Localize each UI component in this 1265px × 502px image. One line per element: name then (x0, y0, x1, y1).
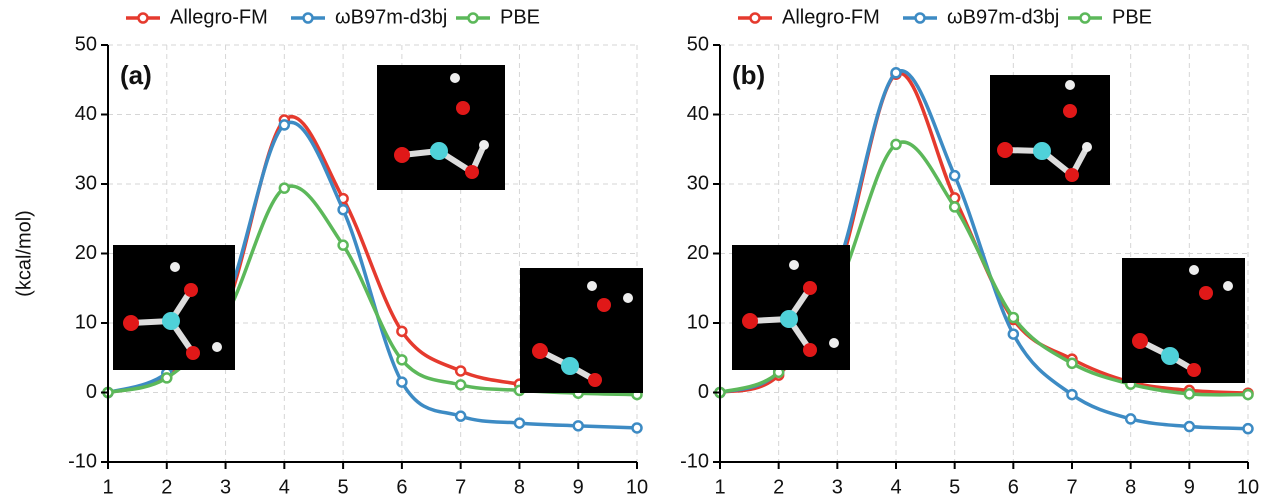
legend-marker (1079, 12, 1091, 24)
y-tick-label: 40 (687, 103, 709, 125)
point (890, 67, 902, 79)
panel-label: (a) (120, 60, 152, 90)
legend-label: ωB97m-d3bj (947, 6, 1059, 28)
y-tick-label: 10 (75, 311, 97, 333)
x-tick-label: 5 (338, 476, 349, 498)
panel-label: (b) (732, 60, 765, 90)
point (1242, 422, 1254, 435)
y-tick-label: -10 (68, 450, 97, 472)
legend-marker (467, 12, 479, 24)
y-tick-label: 30 (75, 172, 97, 194)
inset (732, 245, 850, 370)
x-tick-label: 6 (1008, 476, 1019, 498)
x-tick-label: 2 (773, 476, 784, 498)
point (948, 169, 961, 182)
point (1124, 413, 1137, 425)
legend-label: ωB97m-d3bj (335, 6, 447, 28)
y-tick-label: 0 (86, 381, 97, 403)
point (337, 203, 349, 216)
y-tick-label: 20 (687, 242, 709, 264)
point (890, 138, 902, 151)
y-tick-label: 30 (687, 172, 709, 194)
point (278, 182, 291, 194)
y-tick-label: -10 (680, 450, 709, 472)
point (631, 422, 643, 434)
point (278, 119, 291, 131)
point (161, 372, 173, 384)
legend-label: Allegro-FM (782, 6, 880, 28)
molecule-insets (113, 65, 1245, 393)
legend-marker (302, 12, 314, 24)
x-tick-label: 4 (890, 476, 901, 498)
x-tick-label: 1 (102, 476, 113, 498)
point (1183, 420, 1196, 433)
point (1007, 328, 1020, 340)
x-tick-label: 10 (1237, 476, 1259, 498)
point (454, 410, 467, 422)
point (454, 379, 467, 391)
y-axis-label: (kcal/mol) (13, 210, 35, 297)
point (454, 365, 467, 377)
x-tick-label: 9 (573, 476, 584, 498)
x-tick-label: 10 (626, 476, 648, 498)
inset (520, 268, 643, 393)
x-tick-label: 3 (832, 476, 843, 498)
x-tick-label: 3 (220, 476, 231, 498)
legend-label: PBE (1112, 6, 1152, 28)
legend-label: Allegro-FM (170, 6, 268, 28)
x-tick-label: 2 (161, 476, 172, 498)
point (396, 325, 408, 338)
x-tick-label: 6 (396, 476, 407, 498)
point (1066, 388, 1078, 401)
x-tick-label: 5 (949, 476, 960, 498)
y-tick-label: 10 (687, 311, 709, 333)
x-tick-label: 7 (1066, 476, 1077, 498)
inset (990, 75, 1110, 185)
point (1066, 357, 1078, 370)
point (1183, 388, 1196, 400)
point (513, 417, 526, 429)
y-tick-label: 20 (75, 242, 97, 264)
point (337, 239, 349, 251)
point (1007, 311, 1020, 324)
x-tick-label: 8 (1125, 476, 1136, 498)
x-tick-label: 9 (1184, 476, 1195, 498)
inset (113, 245, 235, 370)
y-tick-label: 0 (698, 381, 709, 403)
x-tick-label: 1 (714, 476, 725, 498)
point (396, 354, 408, 366)
legend-marker (749, 12, 761, 24)
y-tick-label: 40 (75, 103, 97, 125)
x-tick-label: 7 (455, 476, 466, 498)
y-tick-label: 50 (75, 33, 97, 55)
legend-label: PBE (500, 6, 540, 28)
inset (1122, 258, 1245, 383)
x-tick-label: 8 (514, 476, 525, 498)
point (948, 201, 961, 213)
point (572, 420, 584, 432)
legend-marker (914, 12, 926, 24)
y-tick-label: 50 (687, 33, 709, 55)
x-tick-label: 4 (279, 476, 290, 498)
point (1242, 388, 1254, 401)
point (396, 376, 408, 388)
inset (377, 65, 505, 190)
legend-marker (137, 12, 149, 24)
